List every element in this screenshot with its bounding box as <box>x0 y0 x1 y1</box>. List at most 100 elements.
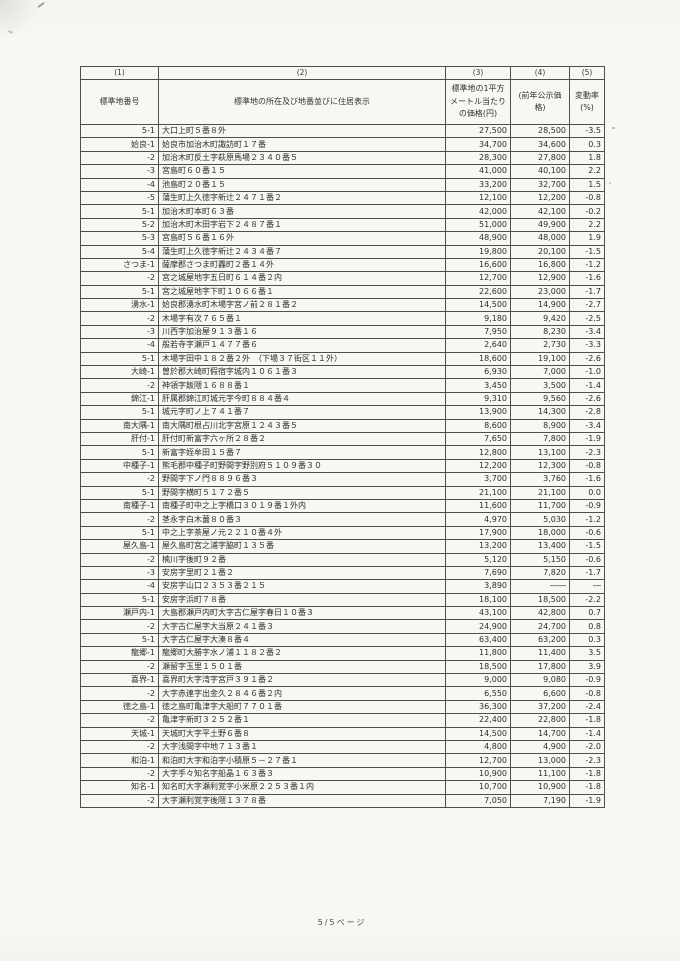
cell-location: 大字瀬利覚字後隈１３７８番 <box>158 793 446 808</box>
cell-rate: ― <box>569 579 605 594</box>
table-row: -2 大字古仁屋字大当原２４１番３ 24,900 24,700 0.8 <box>80 619 605 634</box>
cell-prev: 4,900 <box>510 739 570 755</box>
cell-prev: 23,000 <box>510 284 570 300</box>
table-body: 5-1 大口上町５番８外 27,500 28,500 -3.5 姶良-1 姶良市加治木町諏訪… <box>80 123 605 808</box>
cell-prev: 40,100 <box>510 164 570 179</box>
cell-price: 18,500 <box>445 659 511 675</box>
cell-price: 9,310 <box>445 391 511 407</box>
cell-no: 大崎-1 <box>80 365 159 380</box>
cell-no: 5-3 <box>80 231 159 246</box>
table-row: 天城-1 天城町大字平土野６番８ 14,500 14,700 -1.4 <box>80 726 605 741</box>
table-row: 5-1 木場字田中１８２番２外 （下場３７街区１１外） 18,600 19,100 -2… <box>80 351 605 367</box>
cell-location: 大口上町５番８外 <box>158 123 446 139</box>
cell-price: 10,700 <box>445 780 511 795</box>
cell-prev: 28,500 <box>510 123 570 139</box>
cell-rate: 0.3 <box>569 137 605 152</box>
cell-price: 48,900 <box>445 231 511 246</box>
cell-prev: 13,400 <box>510 539 570 554</box>
table-row: 屋久島-1 屋久島町宮之浦字脇町１３５番 13,200 13,400 -1.5 <box>80 539 605 554</box>
cell-prev: 48,000 <box>510 231 570 246</box>
cell-rate: -1.2 <box>569 257 605 273</box>
cell-location: 川西字加治屋９１３番１６ <box>158 324 446 340</box>
cell-prev: 22,800 <box>510 713 570 728</box>
cell-no: 5-4 <box>80 244 159 259</box>
table-row: さつま-1 薩摩郡さつま町轟町２番１４外 16,600 16,800 -1.2 <box>80 257 605 273</box>
cell-price: 43,100 <box>445 606 511 621</box>
cell-no: -4 <box>80 177 159 192</box>
cell-location: 姶良郡湧水町木場字宮ノ前２８１番２ <box>158 298 446 313</box>
cell-rate: 1.9 <box>569 231 605 246</box>
table-row: -2 亀津字新町３２５２番１ 22,400 22,800 -1.8 <box>80 713 605 728</box>
cell-location: 熊毛郡中種子町野間字野別府５１０９番３０ <box>158 458 446 474</box>
cell-location: 大字古仁屋字大当原２４１番３ <box>158 619 446 634</box>
cell-rate: -1.0 <box>569 365 605 380</box>
cell-location: 徳之島町亀津字大船町７７０１番 <box>158 699 446 715</box>
cell-no: さつま-1 <box>80 257 159 273</box>
col-number-5: (5) <box>569 66 605 80</box>
col-number-3: (3) <box>445 66 511 80</box>
cell-no: -3 <box>80 565 159 581</box>
table-row: -2 楠川字後町９２番 5,120 5,150 -0.6 <box>80 552 605 567</box>
cell-rate: -2.6 <box>569 351 605 367</box>
cell-no: 知名-1 <box>80 780 159 795</box>
cell-no: 徳之島-1 <box>80 699 159 715</box>
cell-rate: 2.2 <box>569 164 605 179</box>
cell-prev: 9,080 <box>510 673 570 688</box>
cell-rate: -1.5 <box>569 244 605 259</box>
table-row: -2 大字赤連字出金久２８４６番２内 6,550 6,600 -0.8 <box>80 686 605 701</box>
cell-prev: 18,000 <box>510 525 570 541</box>
cell-rate: -2.8 <box>569 405 605 420</box>
cell-location: 屋久島町宮之浦字脇町１３５番 <box>158 539 446 554</box>
table-row: 5-1 新富字姪牟田１５番７ 12,800 13,100 -2.3 <box>80 445 605 460</box>
cell-price: 11,800 <box>445 646 511 661</box>
cell-location: 知名町大字瀬利覚字小米原２２５３番１内 <box>158 780 446 795</box>
cell-price: 8,600 <box>445 418 511 433</box>
cell-rate: -2.7 <box>569 298 605 313</box>
cell-rate: -3.3 <box>569 338 605 353</box>
cell-no: 5-1 <box>80 351 159 367</box>
cell-price: 9,180 <box>445 311 511 326</box>
cell-rate: 3.9 <box>569 659 605 675</box>
table-row: -3 宮島町６０番１５ 41,000 40,100 2.2 <box>80 164 605 179</box>
table-row: 5-2 加治木町木田字岩下２４８７番１ 51,000 49,900 2.2 <box>80 217 605 233</box>
table-row: -2 神領字飯隈１６８８番１ 3,450 3,500 -1.4 <box>80 378 605 393</box>
cell-no: 5-1 <box>80 405 159 420</box>
cell-rate: -3.4 <box>569 418 605 433</box>
cell-prev: 8,900 <box>510 418 570 433</box>
cell-no: -2 <box>80 378 159 393</box>
cell-rate: 1.8 <box>569 150 605 166</box>
cell-rate: -1.2 <box>569 512 605 527</box>
cell-location: 蒲生町上久徳字新辻２４７１番２ <box>158 190 446 206</box>
cell-no: -2 <box>80 686 159 701</box>
cell-no: 中種子-1 <box>80 458 159 474</box>
cell-prev: 16,800 <box>510 257 570 273</box>
cell-no: -2 <box>80 271 159 286</box>
cell-no: -2 <box>80 552 159 567</box>
cell-rate: 0.0 <box>569 485 605 500</box>
cell-price: 12,800 <box>445 445 511 460</box>
cell-price: 42,000 <box>445 204 511 219</box>
table-row: -3 安房字里町２１番２ 7,690 7,820 -1.7 <box>80 565 605 581</box>
table-row: -2 宮之城屋地字五日町６１４番２内 12,700 12,900 -1.6 <box>80 271 605 286</box>
cell-rate: -1.8 <box>569 780 605 795</box>
cell-rate: -1.8 <box>569 713 605 728</box>
cell-prev: 13,100 <box>510 445 570 460</box>
cell-location: 龍郷町大勝字水ノ浦１１８２番２ <box>158 646 446 661</box>
table-row: -2 野間字下ノ門８８９６番３ 3,700 3,760 -1.6 <box>80 472 605 487</box>
cell-no: 瀬戸内-1 <box>80 606 159 621</box>
cell-prev: ―― <box>510 579 570 594</box>
cell-prev: 12,200 <box>510 190 570 206</box>
cell-prev: 5,030 <box>510 512 570 527</box>
cell-rate: -0.6 <box>569 525 605 541</box>
cell-no: 5-1 <box>80 592 159 608</box>
cell-prev: 14,300 <box>510 405 570 420</box>
cell-rate: -1.4 <box>569 726 605 741</box>
cell-prev: 9,420 <box>510 311 570 326</box>
header-standard-lot-number: 標準地番号 <box>80 79 159 125</box>
cell-prev: 20,100 <box>510 244 570 259</box>
table-row: 和泊-1 和泊町大字和泊字小積原５－２７番１ 12,700 13,000 -2.3 <box>80 753 605 768</box>
cell-price: 3,700 <box>445 472 511 487</box>
cell-rate: 0.8 <box>569 619 605 634</box>
cell-location: 肝属郡錦江町城元字今町８８４番４ <box>158 391 446 407</box>
cell-no: -5 <box>80 190 159 206</box>
